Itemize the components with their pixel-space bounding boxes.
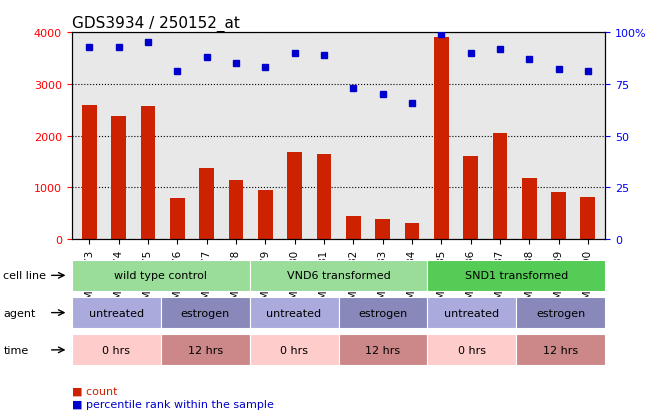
Bar: [316, 154, 331, 240]
Bar: [346, 216, 361, 240]
Text: estrogen: estrogen: [359, 308, 408, 318]
Bar: [551, 192, 566, 240]
Bar: [339, 335, 428, 366]
Bar: [229, 180, 243, 240]
Bar: [249, 260, 428, 291]
Text: agent: agent: [3, 308, 36, 318]
Bar: [428, 260, 605, 291]
Bar: [170, 198, 184, 240]
Text: GDS3934 / 250152_at: GDS3934 / 250152_at: [72, 16, 240, 32]
Bar: [249, 335, 339, 366]
Bar: [161, 297, 249, 328]
Text: estrogen: estrogen: [536, 308, 585, 318]
Text: SND1 transformed: SND1 transformed: [465, 271, 568, 281]
Bar: [516, 335, 605, 366]
Bar: [72, 297, 161, 328]
Bar: [522, 178, 536, 240]
Bar: [493, 133, 507, 240]
Text: 12 hrs: 12 hrs: [544, 345, 579, 355]
Text: ■ count: ■ count: [72, 385, 117, 395]
Bar: [434, 38, 449, 240]
Bar: [161, 335, 249, 366]
Bar: [428, 335, 516, 366]
Bar: [199, 169, 214, 240]
Bar: [287, 153, 302, 240]
Text: 0 hrs: 0 hrs: [280, 345, 308, 355]
Text: ■ percentile rank within the sample: ■ percentile rank within the sample: [72, 399, 273, 409]
Text: untreated: untreated: [445, 308, 499, 318]
Bar: [375, 220, 390, 240]
Text: VND6 transformed: VND6 transformed: [286, 271, 391, 281]
Text: wild type control: wild type control: [114, 271, 207, 281]
Text: cell line: cell line: [3, 271, 46, 281]
Text: 0 hrs: 0 hrs: [102, 345, 130, 355]
Bar: [111, 116, 126, 240]
Bar: [249, 297, 339, 328]
Bar: [428, 297, 516, 328]
Bar: [258, 190, 273, 240]
Bar: [339, 297, 428, 328]
Bar: [463, 157, 478, 240]
Bar: [581, 197, 595, 240]
Bar: [141, 106, 155, 240]
Bar: [82, 105, 96, 240]
Bar: [404, 223, 419, 240]
Bar: [72, 335, 161, 366]
Text: 12 hrs: 12 hrs: [365, 345, 400, 355]
Bar: [72, 260, 249, 291]
Text: estrogen: estrogen: [180, 308, 230, 318]
Text: untreated: untreated: [266, 308, 322, 318]
Text: 12 hrs: 12 hrs: [187, 345, 223, 355]
Text: untreated: untreated: [89, 308, 144, 318]
Bar: [516, 297, 605, 328]
Text: 0 hrs: 0 hrs: [458, 345, 486, 355]
Text: time: time: [3, 345, 29, 355]
